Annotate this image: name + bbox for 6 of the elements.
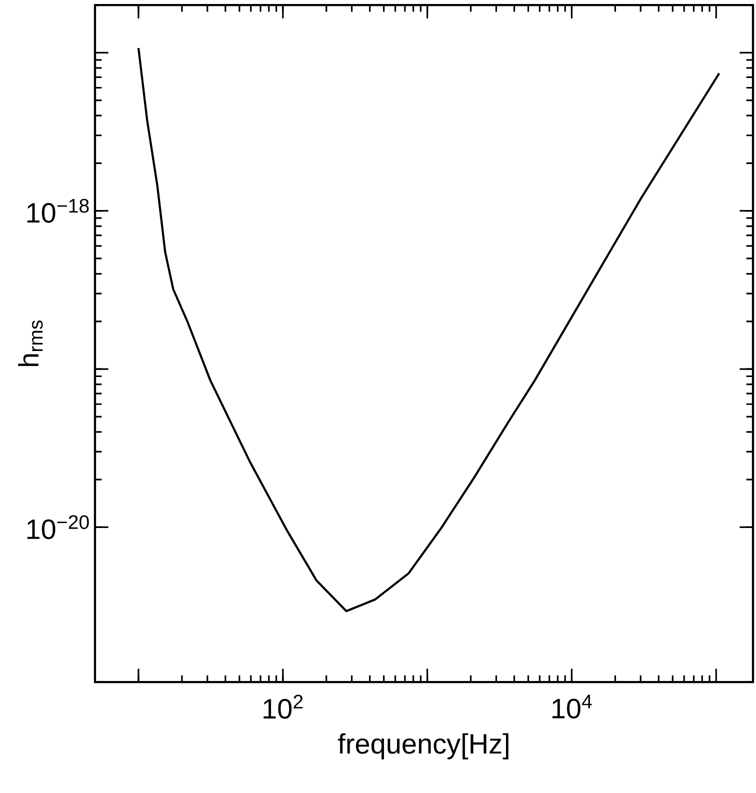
x-tick-label: 10$^{4}$ bbox=[552, 694, 592, 719]
y-tick-label: 10$^{−18}$ bbox=[27, 198, 89, 223]
x-axis-title: frequency[Hz] bbox=[338, 733, 508, 760]
x-tick-label: 10$^{2}$ bbox=[264, 694, 303, 719]
y-tick-label: 10$^{−20}$ bbox=[27, 515, 89, 540]
y-axis-title: h$_{rms}$ bbox=[18, 320, 43, 366]
